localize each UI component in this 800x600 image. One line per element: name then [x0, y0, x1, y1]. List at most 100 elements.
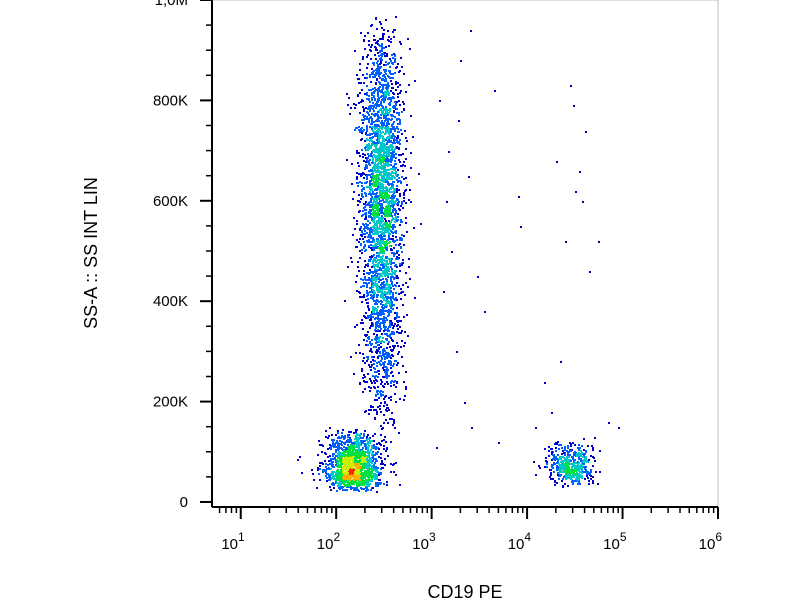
data-point: [370, 465, 372, 467]
data-point: [406, 231, 408, 233]
data-point: [569, 454, 571, 456]
data-point: [580, 450, 582, 452]
data-point: [383, 152, 385, 154]
data-point: [381, 171, 383, 173]
data-point: [367, 358, 369, 360]
data-point: [387, 276, 389, 278]
data-point: [371, 343, 373, 345]
data-point: [361, 127, 363, 129]
data-point: [369, 480, 371, 482]
data-point: [378, 281, 380, 283]
data-point: [364, 233, 366, 235]
data-point: [356, 150, 358, 152]
data-point: [397, 174, 399, 176]
data-point: [335, 464, 337, 466]
data-point: [560, 471, 562, 473]
data-point: [369, 291, 371, 293]
data-point: [386, 404, 388, 406]
data-point: [358, 291, 360, 293]
data-point: [397, 169, 399, 171]
data-point: [381, 461, 383, 463]
data-point: [332, 477, 334, 479]
data-point: [559, 467, 561, 469]
data-point: [385, 139, 387, 141]
data-point: [384, 192, 386, 194]
data-point: [376, 491, 378, 493]
data-point: [351, 467, 353, 469]
data-point: [378, 202, 380, 204]
data-point: [388, 133, 390, 135]
data-point: [360, 226, 362, 228]
data-point: [396, 266, 398, 268]
data-point: [384, 190, 386, 192]
data-point: [398, 154, 400, 156]
data-point: [369, 210, 371, 212]
data-point: [385, 419, 387, 421]
data-point: [414, 80, 416, 82]
data-point: [381, 91, 383, 93]
data-point: [373, 95, 375, 97]
data-point: [380, 383, 382, 385]
data-point: [344, 467, 346, 469]
data-point: [377, 95, 379, 97]
data-point: [333, 471, 335, 473]
data-point: [385, 272, 387, 274]
data-point: [326, 480, 328, 482]
data-point: [395, 474, 397, 476]
data-point: [363, 453, 365, 455]
data-point: [407, 335, 409, 337]
data-point: [353, 448, 355, 450]
data-point: [396, 331, 398, 333]
data-point: [377, 180, 379, 182]
data-point: [366, 67, 368, 69]
data-point: [364, 93, 366, 95]
data-point: [383, 326, 385, 328]
data-point: [376, 310, 378, 312]
data-point: [344, 465, 346, 467]
data-point: [386, 225, 388, 227]
data-point: [386, 357, 388, 359]
data-point: [398, 285, 400, 287]
data-point: [385, 147, 387, 149]
data-point: [351, 462, 353, 464]
data-point: [590, 455, 592, 457]
data-point: [364, 209, 366, 211]
data-point: [338, 446, 340, 448]
data-point: [393, 168, 395, 170]
data-point: [361, 193, 363, 195]
data-point: [375, 446, 377, 448]
data-point: [391, 273, 393, 275]
data-point: [382, 296, 384, 298]
data-point: [357, 440, 359, 442]
data-point: [359, 69, 361, 71]
data-point: [347, 436, 349, 438]
data-point: [371, 97, 373, 99]
data-point: [378, 355, 380, 357]
data-point: [382, 309, 384, 311]
data-point: [393, 172, 395, 174]
data-point: [388, 210, 390, 212]
data-point: [390, 146, 392, 148]
data-point: [581, 452, 583, 454]
data-point: [384, 241, 386, 243]
data-point: [363, 357, 365, 359]
data-point: [393, 165, 395, 167]
data-point: [373, 210, 375, 212]
data-point: [366, 56, 368, 58]
data-point: [369, 133, 371, 135]
data-point: [574, 480, 576, 482]
data-point: [398, 201, 400, 203]
data-point: [367, 317, 369, 319]
data-point: [367, 373, 369, 375]
data-point: [373, 241, 375, 243]
data-point: [365, 164, 367, 166]
data-point: [331, 471, 333, 473]
data-point: [335, 434, 337, 436]
data-point: [316, 487, 318, 489]
data-point: [387, 292, 389, 294]
data-point: [379, 200, 381, 202]
data-point: [366, 226, 368, 228]
data-point: [363, 270, 365, 272]
data-point: [373, 221, 375, 223]
data-point: [372, 237, 374, 239]
